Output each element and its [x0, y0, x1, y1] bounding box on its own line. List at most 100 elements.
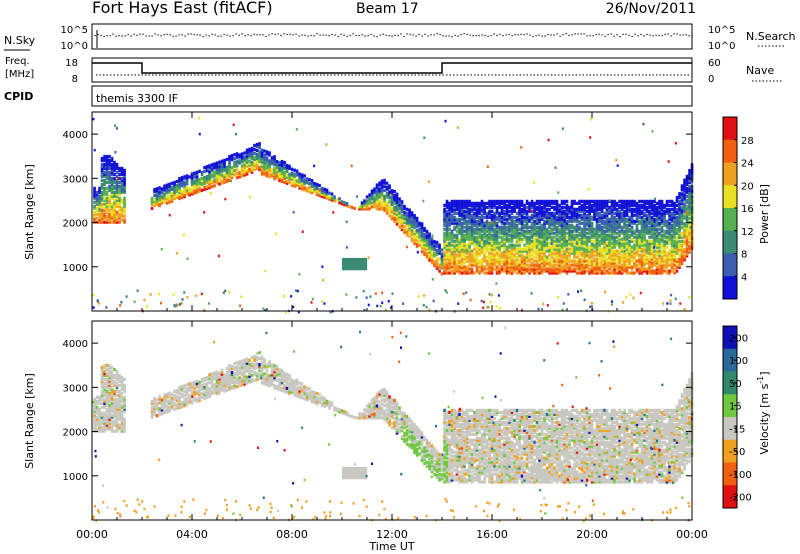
power-cell: [603, 215, 606, 219]
power-cell: [458, 229, 461, 233]
colorbar-segment: [723, 230, 737, 254]
power-cell: [490, 243, 494, 247]
power-cell: [598, 229, 601, 233]
power-cell: [448, 237, 451, 241]
power-cell: [685, 246, 689, 250]
power-cell: [560, 217, 564, 221]
power-cell: [350, 164, 353, 168]
power-cell: [688, 216, 691, 220]
power-cell: [548, 213, 551, 217]
power-cell: [668, 215, 671, 219]
power-cell: [580, 241, 584, 245]
power-cell: [578, 201, 581, 205]
power-cell: [498, 227, 501, 231]
power-cell: [400, 204, 404, 208]
power-cell: [450, 219, 454, 223]
power-cell: [468, 211, 471, 215]
power-cell: [475, 211, 479, 215]
power-cell: [258, 144, 261, 148]
frequency-panel: Freq. [MHz] 18 8 60 0 Nave: [5, 56, 782, 85]
power-cell: [203, 177, 206, 182]
power-cell: [568, 247, 571, 251]
power-cell: [385, 195, 389, 199]
power-cell: [163, 200, 166, 204]
power-cell: [480, 267, 484, 271]
power-cell: [530, 201, 534, 205]
power-cell: [575, 239, 579, 243]
power-cell: [373, 199, 376, 203]
power-cell: [423, 227, 426, 231]
power-cell: [110, 158, 114, 163]
power-cell: [378, 191, 381, 195]
noise-point: [424, 33, 426, 35]
power-cell: [655, 271, 659, 275]
power-cell: [475, 235, 479, 239]
power-cell: [264, 269, 267, 273]
power-cell: [413, 229, 416, 234]
power-cell: [638, 267, 641, 271]
power-cell: [555, 243, 559, 247]
power-cell: [403, 218, 406, 223]
power-cell: [518, 269, 521, 273]
power-cell: [215, 179, 219, 183]
power-cell: [663, 243, 666, 247]
power-cell: [103, 206, 106, 210]
power-cell: [590, 203, 594, 207]
power-cell: [395, 192, 399, 196]
power-cell: [423, 242, 426, 247]
power-cell: [585, 251, 589, 255]
power-cell: [568, 223, 571, 227]
power-cell: [448, 263, 451, 267]
power-cell: [665, 251, 669, 255]
power-cell: [508, 203, 511, 207]
power-cell: [393, 209, 396, 213]
power-cell: [478, 231, 481, 235]
velocity-cell: [93, 397, 96, 401]
power-cell: [488, 203, 491, 207]
power-cell: [503, 215, 506, 219]
power-cell: [573, 267, 576, 271]
power-cell: [660, 217, 664, 221]
power-cell: [490, 233, 494, 237]
power-cell: [263, 153, 266, 157]
power-cell: [674, 297, 677, 301]
power-cell: [303, 188, 306, 192]
power-cell: [410, 231, 414, 235]
power-cell: [660, 219, 664, 223]
power-cell: [380, 203, 384, 207]
power-cell: [555, 257, 559, 261]
power-cell: [478, 237, 481, 241]
power-cell: [568, 227, 571, 231]
power-cell: [595, 265, 599, 269]
noise-point: [205, 34, 207, 36]
power-cell: [195, 188, 199, 192]
power-cell: [453, 241, 456, 245]
power-cell: [215, 169, 219, 173]
power-cell: [478, 261, 481, 265]
power-cell: [213, 180, 216, 184]
noise-point: [592, 35, 594, 37]
power-cell: [640, 225, 644, 229]
power-cell: [208, 184, 211, 188]
power-cell: [475, 215, 479, 219]
velocity-cell: [93, 401, 96, 405]
power-cell: [478, 223, 481, 227]
power-cell: [560, 225, 564, 229]
velocity-cell: [100, 367, 104, 372]
noise-point: [628, 34, 630, 36]
power-cell: [425, 247, 429, 251]
power-cell: [568, 257, 571, 261]
power-cell: [550, 201, 554, 205]
power-cell: [405, 227, 409, 231]
power-cell: [265, 172, 269, 176]
power-cell: [650, 227, 654, 231]
power-cell: [195, 178, 199, 182]
power-cell: [630, 255, 634, 259]
power-cell: [525, 269, 529, 273]
power-cell: [563, 211, 566, 215]
power-cell: [585, 245, 589, 249]
power-cell: [605, 261, 609, 265]
power-cell: [643, 249, 646, 253]
power-cell: [455, 225, 459, 229]
power-cell: [568, 253, 571, 257]
